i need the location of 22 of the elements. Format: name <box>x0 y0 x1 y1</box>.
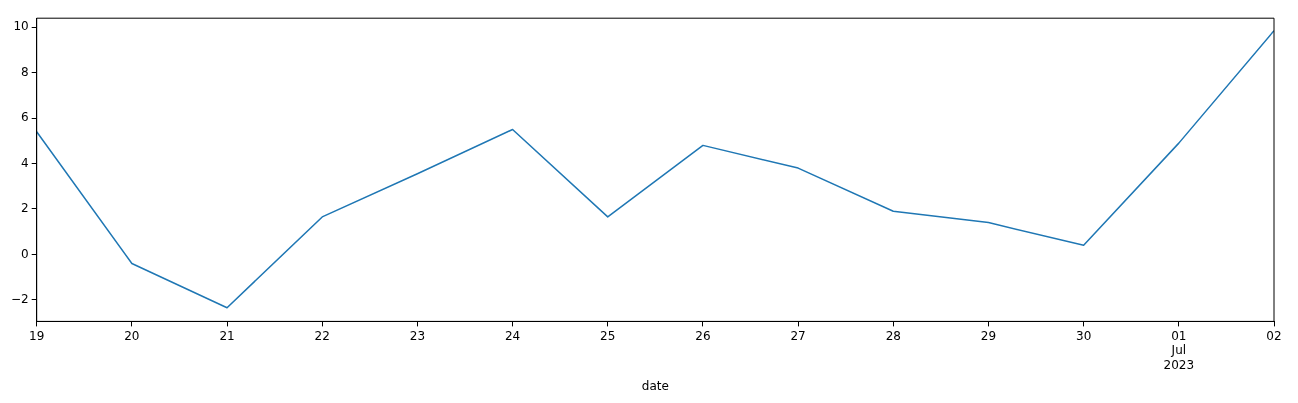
x-tick-label: 25 <box>600 328 616 343</box>
y-tick-label: 10 <box>13 19 29 34</box>
y-tick-label: −2 <box>10 291 29 306</box>
x-tick-label: 27 <box>790 328 806 343</box>
y-tick-label: 0 <box>21 246 29 261</box>
y-tick-label: 8 <box>21 64 29 79</box>
x-tick-label: 22 <box>314 328 330 343</box>
x-tick-label: 24 <box>504 328 521 343</box>
x-tick-label: 02 <box>1266 328 1282 343</box>
y-tick-label: 2 <box>21 201 29 216</box>
x-tick-label: 01 Jul 2023 <box>1163 328 1195 372</box>
x-tick-label: 26 <box>695 328 711 343</box>
x-tick-label: 23 <box>409 328 426 343</box>
x-tick-label: 29 <box>980 328 997 343</box>
x-tick-label: 19 <box>29 328 45 343</box>
x-tick-label: 30 <box>1076 328 1092 343</box>
x-axis-title: date <box>641 378 669 393</box>
x-tick-label: 20 <box>124 328 140 343</box>
y-tick-label: 6 <box>21 110 29 125</box>
x-tick-label: 28 <box>885 328 901 343</box>
y-tick-label: 4 <box>21 155 29 170</box>
x-tick-label: 21 <box>219 328 235 343</box>
